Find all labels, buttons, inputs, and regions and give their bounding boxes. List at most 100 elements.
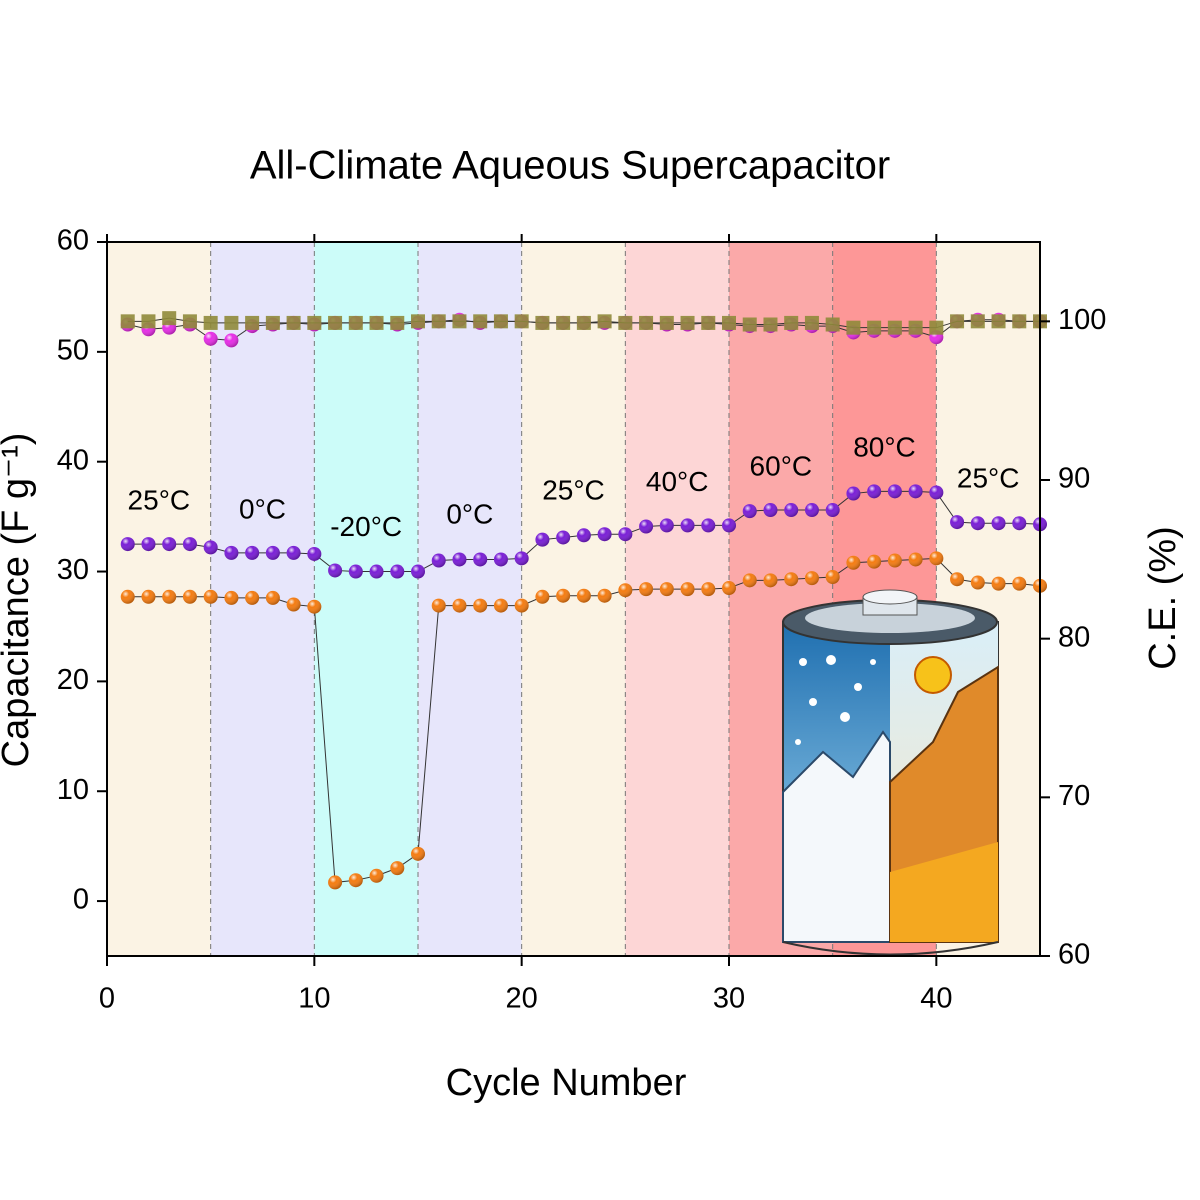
data-point xyxy=(493,314,508,329)
y2-tick-label: 60 xyxy=(1058,939,1090,971)
point-shine xyxy=(929,551,944,566)
region-label: 25°C xyxy=(957,462,1020,493)
point-shine xyxy=(120,537,135,552)
point-shine xyxy=(431,598,446,613)
point-shine xyxy=(991,516,1006,531)
point-shine xyxy=(265,590,280,605)
point-shine xyxy=(659,518,674,533)
data-point xyxy=(659,315,674,330)
point-shine xyxy=(784,572,799,587)
data-point xyxy=(328,315,343,330)
x-axis-label: Cycle Number xyxy=(446,1062,687,1104)
point-shine xyxy=(618,583,633,598)
point-shine xyxy=(846,555,861,570)
data-point xyxy=(722,315,736,330)
data-point xyxy=(556,315,571,330)
point-shine xyxy=(846,486,861,501)
point-shine xyxy=(867,484,882,499)
sun xyxy=(914,656,952,694)
x-tick-label: 20 xyxy=(506,983,538,1015)
point-shine xyxy=(245,545,260,560)
point-shine xyxy=(203,540,218,555)
point-shine xyxy=(950,515,965,530)
region-label: 60°C xyxy=(750,450,813,481)
battery-illustration xyxy=(782,589,999,956)
y-tick-label: 40 xyxy=(57,444,89,476)
point-shine xyxy=(411,846,425,861)
y2-tick-label: 90 xyxy=(1058,463,1090,495)
data-point xyxy=(203,315,218,330)
y-tick-label: 50 xyxy=(57,335,89,367)
point-shine xyxy=(929,485,944,500)
point-shine xyxy=(597,527,612,542)
x-tick-label: 0 xyxy=(99,983,115,1015)
point-shine xyxy=(908,552,923,567)
point-shine xyxy=(722,518,736,533)
snowflakes xyxy=(795,655,876,745)
data-point xyxy=(120,314,135,329)
data-point xyxy=(452,314,467,329)
point-shine xyxy=(784,503,799,518)
point-shine xyxy=(203,589,218,604)
point-shine xyxy=(452,552,467,567)
data-point xyxy=(224,315,239,330)
data-point xyxy=(908,320,923,335)
point-shine xyxy=(328,875,343,890)
point-shine xyxy=(887,553,902,568)
point-shine xyxy=(597,588,612,603)
point-shine xyxy=(265,545,280,560)
battery-terminal-top xyxy=(862,589,918,605)
point-shine xyxy=(514,598,529,613)
desert-ground xyxy=(890,842,998,942)
point-shine xyxy=(825,503,840,518)
region-label: 25°C xyxy=(542,475,605,506)
point-shine xyxy=(411,564,425,579)
temperature-region xyxy=(625,242,729,956)
point-shine xyxy=(390,564,405,579)
y2-tick-label: 70 xyxy=(1058,780,1090,812)
data-point xyxy=(1012,314,1027,329)
data-point xyxy=(825,317,840,332)
data-point xyxy=(348,315,363,330)
point-shine xyxy=(162,589,177,604)
data-point xyxy=(846,320,861,335)
data-point xyxy=(369,315,384,330)
data-point xyxy=(162,311,177,326)
point-shine xyxy=(825,570,840,585)
point-shine xyxy=(307,599,322,614)
data-point xyxy=(867,320,882,335)
point-shine xyxy=(369,564,384,579)
point-shine xyxy=(804,571,819,586)
point-shine xyxy=(514,551,529,566)
point-shine xyxy=(141,589,156,604)
data-point xyxy=(411,314,425,329)
data-point xyxy=(286,315,301,330)
temperature-region xyxy=(418,242,522,956)
point-shine xyxy=(763,503,778,518)
point-shine xyxy=(182,589,197,604)
point-shine xyxy=(618,527,633,542)
point-shine xyxy=(804,503,819,518)
point-shine xyxy=(224,333,239,348)
data-point xyxy=(763,317,778,332)
data-point xyxy=(535,315,550,330)
region-label: 0°C xyxy=(239,493,286,524)
data-point xyxy=(473,314,488,329)
y2-tick-label: 80 xyxy=(1058,621,1090,653)
point-shine xyxy=(162,537,177,552)
x-tick-label: 30 xyxy=(713,983,745,1015)
data-point xyxy=(784,315,799,330)
temperature-region xyxy=(314,242,418,956)
y-tick-label: 30 xyxy=(57,554,89,586)
point-shine xyxy=(493,598,508,613)
x-tick-label: 10 xyxy=(298,983,330,1015)
point-shine xyxy=(245,590,260,605)
data-point xyxy=(307,315,322,330)
x-tick-label: 40 xyxy=(920,983,952,1015)
plot-frame xyxy=(106,241,1041,957)
y2-axis-label: C.E. (%) xyxy=(1142,526,1184,670)
snow-mountain xyxy=(782,730,891,943)
point-shine xyxy=(286,545,301,560)
point-shine xyxy=(452,598,467,613)
